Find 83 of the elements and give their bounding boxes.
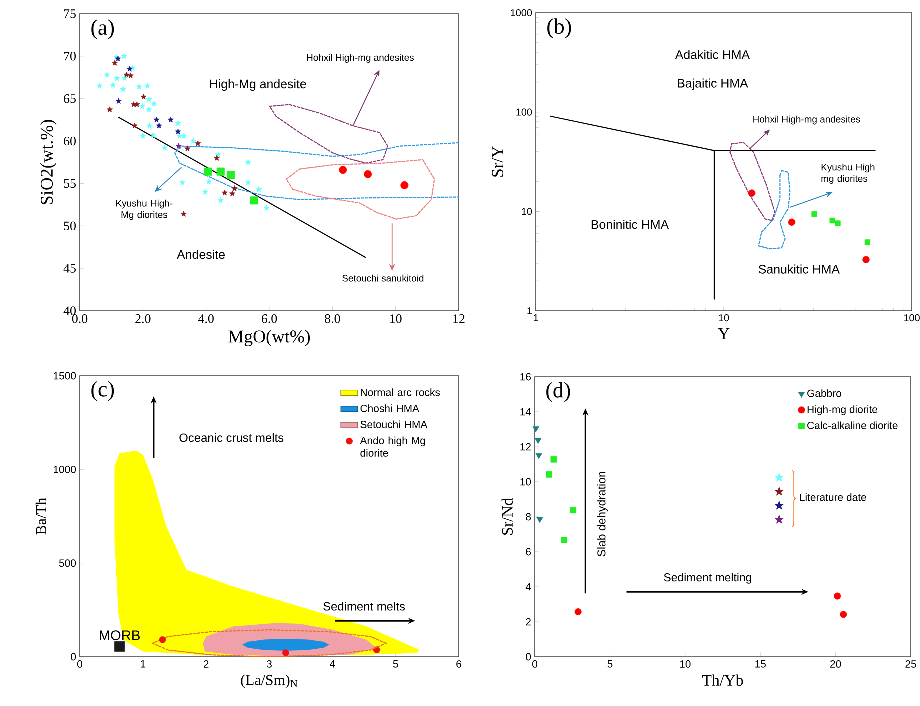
y-axis-title: Ba/Th [36, 498, 46, 535]
x-tick-label: 6 [456, 660, 462, 668]
legend-label: Choshi HMA [360, 404, 420, 412]
y-tick-label: 0 [526, 653, 532, 661]
x-tick-label: 15 [756, 660, 766, 668]
y-axis-title: Sr/Nd [502, 498, 514, 535]
y-tick-label: 100 [516, 108, 532, 116]
y-tick-label: 55 [64, 179, 76, 188]
legend-label: High-mg diorite [808, 406, 878, 416]
annotation: Oceanic crust melts [180, 433, 284, 442]
annotation: High-Mg andesite [210, 79, 306, 92]
x-tick-label: 0 [77, 660, 82, 668]
y-tick-label: 10 [522, 208, 532, 216]
x-tick-label: 2 [204, 660, 209, 668]
x-tick-label: 10 [390, 314, 402, 324]
x-tick-label: 100 [904, 314, 920, 322]
legend-label: Setouchi HMA [360, 420, 428, 428]
chart-title: (c) [92, 381, 114, 402]
annotation: Hohxil High-mg andesites [307, 54, 414, 63]
y-tick-label: 16 [520, 373, 532, 381]
y-axis-title: SiO2(wt.%) [40, 120, 57, 204]
annotation: Kyushu High-Mg diorites [116, 200, 173, 220]
legend-label: Ando high Mg diorite [360, 436, 426, 457]
chart-title: (d) [546, 382, 570, 402]
x-tick-label: 0.0 [72, 314, 88, 324]
y-tick-label: 500 [59, 560, 76, 568]
x-tick-label: 1 [534, 314, 538, 322]
annotation: Setouchi sanukitoid [342, 274, 424, 282]
annotation: Sediment melting [664, 573, 752, 584]
y-tick-label: 6 [526, 548, 532, 556]
y-tick-label: 45 [64, 264, 76, 273]
legend-label: Normal arc rocks [361, 388, 440, 396]
y-tick-label: 14 [520, 408, 532, 416]
annotation: Kyushu High mg diorites [822, 164, 875, 184]
y-tick-label: 8 [526, 513, 532, 521]
x-tick-label: 0 [532, 660, 538, 668]
y-tick-label: 40 [64, 306, 76, 316]
legend-label: Gabbro [808, 390, 842, 398]
x-axis-title: MgO(wt%) [228, 330, 310, 346]
x-axis-title: Y [718, 328, 730, 340]
annotation: Boninitic HMA [592, 220, 670, 230]
annotation: Andesite [177, 250, 225, 260]
chart-title: (a) [92, 20, 114, 40]
y-tick-label: 50 [64, 222, 76, 231]
y-tick-label: 75 [64, 10, 76, 18]
x-tick-label: 1 [141, 660, 146, 668]
y-tick-label: 0 [71, 653, 76, 661]
x-tick-label: 10 [719, 314, 730, 322]
x-tick-label: 20 [830, 660, 842, 668]
x-tick-label: 12 [454, 314, 465, 324]
y-tick-label: 4 [526, 583, 532, 591]
x-tick-label: 4 [330, 660, 336, 668]
annotation: Sediment melts [324, 602, 405, 611]
y-tick-label: 70 [64, 52, 76, 61]
y-tick-label: 1000 [54, 466, 76, 474]
annotation: Bajaitic HMA [678, 78, 748, 90]
x-tick-label: 10 [680, 660, 691, 668]
annotation: Hohxil High-mg andesites [754, 116, 860, 125]
y-tick-label: 60 [64, 136, 76, 146]
y-tick-label: 65 [64, 94, 76, 104]
annotation: Sanukitic HMA [758, 264, 840, 274]
annotation: Slab dehydration [597, 472, 608, 557]
x-tick-label: 25 [906, 660, 916, 668]
x-axis-title: (La/Sm)$_{N}$ [241, 674, 298, 688]
chart-title: (b) [548, 18, 572, 39]
x-tick-label: 8.0 [325, 314, 340, 324]
x-tick-label: 6.0 [262, 314, 278, 324]
y-tick-label: 12 [520, 443, 531, 451]
y-tick-label: 2 [526, 618, 531, 626]
annotation: Literature date [800, 494, 866, 502]
annotation: Adakitic HMA [675, 50, 750, 60]
y-axis-title: Sr/Y [492, 146, 504, 177]
y-tick-label: 10 [520, 478, 532, 486]
y-tick-label: 1 [528, 308, 532, 314]
x-tick-label: 4.0 [198, 314, 214, 324]
y-tick-label: 1500 [54, 372, 76, 380]
x-axis-title: Th/Yb [702, 674, 744, 686]
x-tick-label: 5 [608, 660, 613, 668]
legend-label: Calc-alkaline diorite [808, 422, 898, 430]
y-tick-label: 1000 [511, 9, 532, 17]
x-tick-label: 5 [393, 660, 398, 668]
x-tick-label: 2.0 [136, 314, 151, 324]
x-tick-label: 3 [266, 660, 272, 668]
